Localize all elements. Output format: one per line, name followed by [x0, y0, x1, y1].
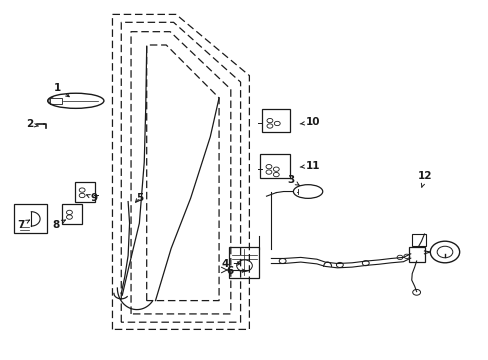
Text: 12: 12: [417, 171, 432, 187]
Text: 1: 1: [54, 83, 69, 97]
Text: 4: 4: [221, 258, 240, 269]
Text: 2: 2: [26, 119, 39, 129]
Text: 9: 9: [86, 193, 97, 203]
Text: 5: 5: [135, 193, 142, 203]
Text: 6: 6: [226, 266, 245, 276]
Text: 3: 3: [287, 175, 299, 186]
Text: 8: 8: [53, 220, 65, 230]
Text: 10: 10: [300, 117, 320, 127]
Text: 11: 11: [300, 161, 320, 171]
Text: 7: 7: [17, 220, 30, 230]
